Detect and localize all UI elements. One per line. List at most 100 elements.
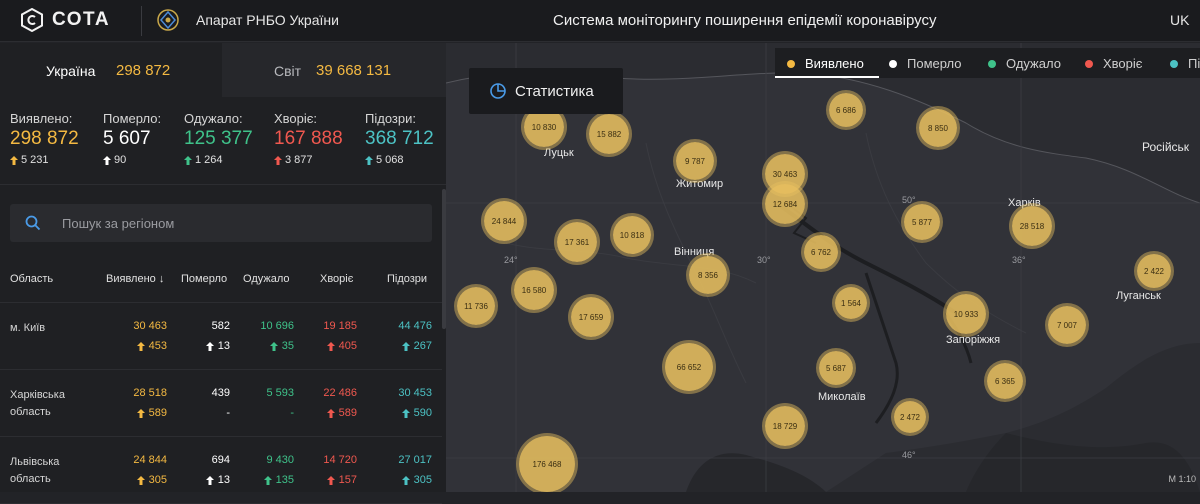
legend-suspect[interactable]: Пі (1170, 56, 1200, 71)
arrow-up-icon (136, 408, 145, 418)
column-died[interactable]: Померло (181, 273, 228, 285)
region-name: Львівська область (10, 456, 60, 485)
grid-label: 24° (504, 255, 518, 265)
table-row[interactable]: Харківська область 28 518 589 439 - 5 593 - 22 … (0, 371, 442, 437)
delta-value: 13 (217, 474, 230, 486)
region-bubble[interactable]: 6 686 (826, 90, 866, 130)
table-row[interactable]: Львівська область 24 844 305 694 13 9 430 135 1… (0, 438, 442, 504)
tab-world-label: Світ (274, 63, 302, 79)
region-bubble[interactable]: 176 468 (516, 433, 578, 492)
legend-died[interactable]: Померло (889, 56, 962, 71)
column-detected[interactable]: Виявлено ↓ (106, 273, 164, 285)
region-bubble[interactable]: 12 684 (762, 181, 808, 227)
tab-ukraine-value: 298 872 (116, 62, 171, 79)
legend-sick[interactable]: Хворіє (1085, 56, 1142, 71)
region-bubble[interactable]: 10 933 (943, 291, 989, 337)
cota-logo[interactable]: СОТА (20, 8, 110, 32)
table-row[interactable]: м. Київ 30 463 453 582 13 10 696 35 19 185 405 44… (0, 304, 442, 370)
language-switch[interactable]: UK (1170, 12, 1190, 28)
legend-dot (1085, 59, 1093, 68)
arrow-up-icon (326, 408, 335, 418)
arrow-up-icon (269, 341, 278, 351)
legend-recovered[interactable]: Одужало (988, 56, 1061, 71)
stat-delta: 5 068 (365, 154, 434, 166)
tab-world-value: 39 668 131 (316, 62, 392, 79)
tab-ukraine[interactable]: Україна 298 872 (0, 43, 222, 97)
statistics-label: Статистика (515, 82, 594, 100)
region-bubble[interactable]: 6 762 (801, 232, 841, 272)
arrow-up-icon (401, 475, 410, 485)
arrow-up-icon (326, 341, 335, 351)
scrollbar-track[interactable] (442, 185, 446, 492)
region-bubble[interactable]: 8 850 (916, 106, 960, 150)
region-bubble[interactable]: 18 729 (762, 403, 808, 449)
cell-suspect: 44 476 (398, 320, 432, 332)
column-region[interactable]: Область (10, 273, 54, 285)
page-title: Система моніторингу поширення епідемії к… (553, 12, 937, 29)
cell-recovered: 5 593 (266, 387, 294, 399)
cell-died-delta: - (226, 407, 230, 419)
region-bubble[interactable]: 1 564 (832, 284, 870, 322)
delta-value: 267 (413, 340, 432, 352)
stat-value: 5 607 (103, 128, 151, 149)
cell-sick: 19 185 (323, 320, 357, 332)
region-bubble[interactable]: 8 356 (686, 253, 730, 297)
stat-delta-value: 5 231 (21, 154, 49, 166)
stat-died: Померло: 5 607 90 (103, 111, 161, 166)
pie-chart-icon (490, 83, 506, 99)
arrow-up-icon (10, 155, 18, 165)
legend-dot (988, 59, 996, 68)
rnbo-emblem-icon (157, 9, 179, 31)
region-bubble[interactable]: 5 687 (816, 348, 856, 388)
region-bubble[interactable]: 6 365 (984, 360, 1026, 402)
arrow-up-icon (205, 475, 214, 485)
delta-value: 13 (217, 340, 230, 352)
region-bubble[interactable]: 28 518 (1009, 203, 1055, 249)
region-bubble[interactable]: 15 882 (586, 111, 632, 157)
stat-recovered: Одужало: 125 377 1 264 (184, 111, 253, 166)
arrow-up-icon (326, 475, 335, 485)
stat-label: Одужало: (184, 111, 243, 126)
region-bubble[interactable]: 10 818 (610, 213, 654, 257)
stat-label: Виявлено: (10, 111, 73, 126)
stat-detected: Виявлено: 298 872 5 231 (10, 111, 79, 166)
stat-delta-value: 3 877 (285, 154, 313, 166)
search-input[interactable] (62, 204, 422, 242)
region-bubble[interactable]: 2 422 (1134, 251, 1174, 291)
legend-detected[interactable]: Виявлено (787, 56, 864, 71)
region-bubble[interactable]: 9 787 (673, 139, 717, 183)
summary-stats: Виявлено: 298 872 5 231 Померло: 5 607 9… (0, 97, 446, 185)
region-bubble[interactable]: 66 652 (662, 340, 716, 394)
organization-name: Апарат РНБО України (196, 12, 339, 28)
legend-active-underline (775, 76, 879, 78)
stat-sick: Хворіє: 167 888 3 877 (274, 111, 343, 166)
stat-value: 368 712 (365, 128, 434, 149)
region-bubble[interactable]: 11 736 (454, 284, 498, 328)
sort-arrow-down-icon: ↓ (155, 273, 165, 285)
column-detected-label: Виявлено (106, 273, 156, 285)
scrollbar-thumb[interactable] (442, 189, 446, 329)
region-bubble[interactable]: 16 580 (511, 267, 557, 313)
cell-detected-delta: 589 (136, 407, 167, 419)
column-recovered[interactable]: Одужало (243, 273, 290, 285)
region-bubble[interactable]: 17 659 (568, 294, 614, 340)
arrow-up-icon (184, 155, 192, 165)
region-bubble[interactable]: 5 877 (901, 201, 943, 243)
region-bubble[interactable]: 2 472 (891, 398, 929, 436)
region-bubble[interactable]: 17 361 (554, 219, 600, 265)
tab-world[interactable]: Світ 39 668 131 (222, 43, 446, 97)
region-bubble[interactable]: 24 844 (481, 198, 527, 244)
delta-value: 590 (413, 407, 432, 419)
cell-sick: 14 720 (323, 454, 357, 466)
delta-value: 305 (413, 474, 432, 486)
column-suspect[interactable]: Підозри (387, 273, 428, 285)
region-bubble[interactable]: 7 007 (1045, 303, 1089, 347)
map-view[interactable]: 24° 30° 36° 50° 46° Луцьк Житомир Вінниц… (446, 43, 1200, 492)
statistics-button[interactable]: Статистика (469, 68, 623, 114)
column-sick[interactable]: Хворіє (320, 273, 354, 285)
stat-delta: 5 231 (10, 154, 79, 166)
region-search (10, 204, 432, 242)
cell-recovered-delta: 135 (263, 474, 294, 486)
arrow-up-icon (136, 341, 145, 351)
cell-suspect: 27 017 (398, 454, 432, 466)
